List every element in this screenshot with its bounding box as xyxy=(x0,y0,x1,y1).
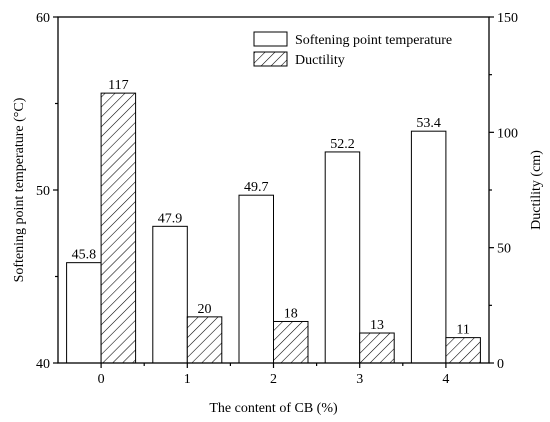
legend-label-ductility: Ductility xyxy=(295,53,345,68)
softening-value-label-3: 52.2 xyxy=(330,137,355,152)
x-tick-label-3: 3 xyxy=(356,372,363,387)
y-right-tick-label-50: 50 xyxy=(497,242,511,257)
ductility-bar-2 xyxy=(273,320,309,364)
ductility-bar-0 xyxy=(100,92,137,364)
y-left-tick-label-60: 60 xyxy=(36,11,50,26)
x-tick-label-4: 4 xyxy=(442,372,449,387)
ductility-value-label-0: 117 xyxy=(108,78,128,93)
ticks-group xyxy=(53,16,494,368)
legend: Softening point temperature Ductility xyxy=(253,31,452,68)
x-tick-label-0: 0 xyxy=(98,372,105,387)
y-left-tick-label-50: 50 xyxy=(36,184,50,199)
ductility-value-label-3: 13 xyxy=(370,318,384,333)
y-right-tick-label-0: 0 xyxy=(497,357,504,372)
y-right-axis-title: Ductility (cm) xyxy=(529,150,544,230)
softening-value-label-4: 53.4 xyxy=(416,116,441,131)
softening-bar-3 xyxy=(324,151,361,364)
data-labels-group: 45.8 117 47.9 20 49.7 18 52.2 13 53.4 11 xyxy=(72,78,470,338)
softening-bar-2 xyxy=(238,194,274,364)
legend-label-softening: Softening point temperature xyxy=(295,33,452,48)
y-left-axis-title: Softening point temperature (°C) xyxy=(12,97,27,282)
softening-bar-1 xyxy=(152,225,188,364)
softening-value-label-2: 49.7 xyxy=(244,180,269,195)
softening-bar-4 xyxy=(410,130,447,364)
softening-value-label-0: 45.8 xyxy=(72,248,97,263)
y-right-tick-label-100: 100 xyxy=(497,126,518,141)
tick-labels-group: 0 1 2 3 4 40 50 60 0 50 100 150 xyxy=(36,11,518,387)
x-axis-title: The content of CB (%) xyxy=(209,401,338,416)
ductility-bar-4 xyxy=(445,337,481,364)
ductility-bar-1 xyxy=(186,316,223,364)
bars-group xyxy=(66,92,481,364)
ductility-value-label-4: 11 xyxy=(456,323,469,338)
ductility-bar-3 xyxy=(359,332,395,364)
x-tick-label-1: 1 xyxy=(184,372,191,387)
x-tick-label-2: 2 xyxy=(270,372,277,387)
softening-bar-0 xyxy=(66,262,102,364)
y-left-tick-label-40: 40 xyxy=(36,357,50,372)
legend-swatch-ductility xyxy=(253,51,288,67)
ductility-value-label-2: 18 xyxy=(284,306,298,321)
softening-value-label-1: 47.9 xyxy=(158,211,183,226)
legend-swatch-softening xyxy=(253,31,288,47)
ductility-value-label-1: 20 xyxy=(198,302,212,317)
y-right-tick-label-150: 150 xyxy=(497,11,518,26)
